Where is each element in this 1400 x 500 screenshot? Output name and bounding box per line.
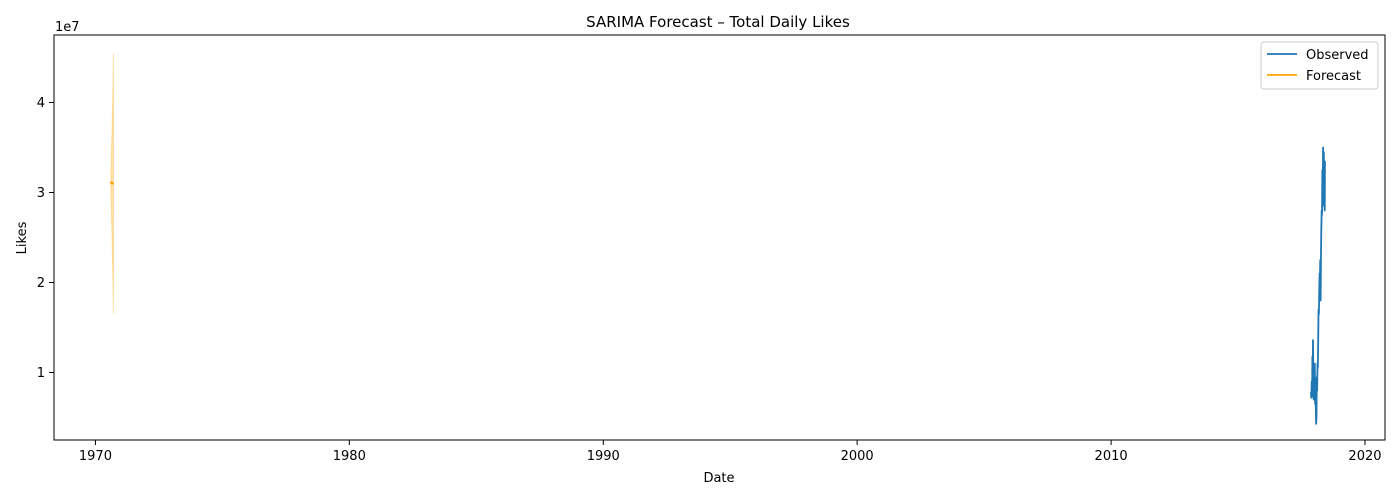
chart-title: SARIMA Forecast – Total Daily Likes: [586, 13, 850, 31]
y-tick-label: 4: [37, 96, 45, 111]
y-axis-label: Likes: [15, 221, 30, 254]
y-tick-label: 2: [37, 276, 45, 291]
plot-frame: [53, 34, 1386, 441]
x-tick-label: 1970: [79, 449, 112, 464]
x-tick-label: 1980: [333, 449, 366, 464]
legend-observed-label: Observed: [1306, 48, 1369, 63]
x-tick-label: 2010: [1095, 449, 1128, 464]
y-offset-label: 1e7: [55, 20, 80, 35]
x-tick-label: 2020: [1348, 449, 1381, 464]
x-axis: 1970 1980 1990 2000 2010 2020: [79, 440, 1382, 464]
legend-forecast-label: Forecast: [1306, 69, 1361, 84]
y-axis: 1 2 3 4: [37, 96, 54, 381]
legend: Observed Forecast: [1260, 41, 1379, 90]
observed-series-line: [1309, 146, 1326, 425]
forecast-series-line: [109, 181, 115, 185]
y-tick-label: 3: [37, 186, 45, 201]
x-tick-label: 2000: [841, 449, 874, 464]
plot-area: [109, 52, 1326, 425]
x-tick-label: 1990: [587, 449, 620, 464]
y-tick-label: 1: [37, 366, 45, 381]
x-axis-label: Date: [703, 471, 734, 486]
